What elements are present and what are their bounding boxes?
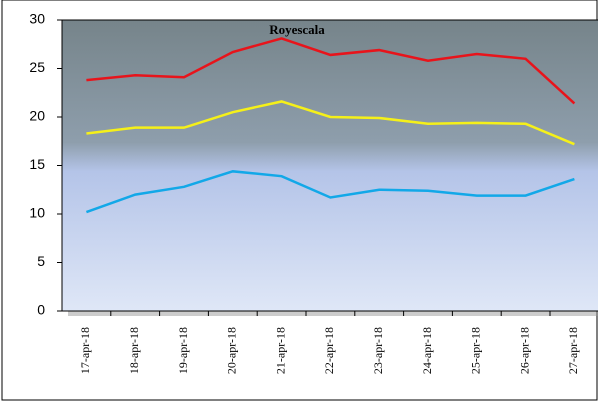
- x-tick-label: 27-apr-18: [566, 327, 580, 374]
- chart-title: Royescala: [269, 22, 325, 37]
- x-tick-label: 22-apr-18: [322, 327, 336, 374]
- plot-area: [62, 20, 598, 311]
- x-tick-label: 25-apr-18: [469, 327, 483, 374]
- y-tick-label: 30: [29, 11, 45, 27]
- x-tick-label: 19-apr-18: [176, 327, 190, 374]
- y-tick-label: 25: [29, 59, 45, 75]
- x-tick-label: 23-apr-18: [371, 327, 385, 374]
- x-tick-label: 18-apr-18: [127, 327, 141, 374]
- x-tick-label: 21-apr-18: [273, 327, 287, 374]
- y-tick-label: 0: [37, 302, 45, 318]
- x-tick-label: 26-apr-18: [517, 327, 531, 374]
- y-tick-label: 5: [37, 253, 45, 269]
- series-line: [86, 37, 576, 105]
- y-tick-label: 10: [29, 205, 45, 221]
- x-tick-label: 17-apr-18: [78, 327, 92, 374]
- y-tick-label: 15: [29, 156, 45, 172]
- y-tick-label: 20: [29, 108, 45, 124]
- series-line: [86, 100, 575, 146]
- x-tick-label: 20-apr-18: [225, 327, 239, 374]
- x-tick-label: 24-apr-18: [420, 327, 434, 374]
- series-line: [85, 170, 575, 214]
